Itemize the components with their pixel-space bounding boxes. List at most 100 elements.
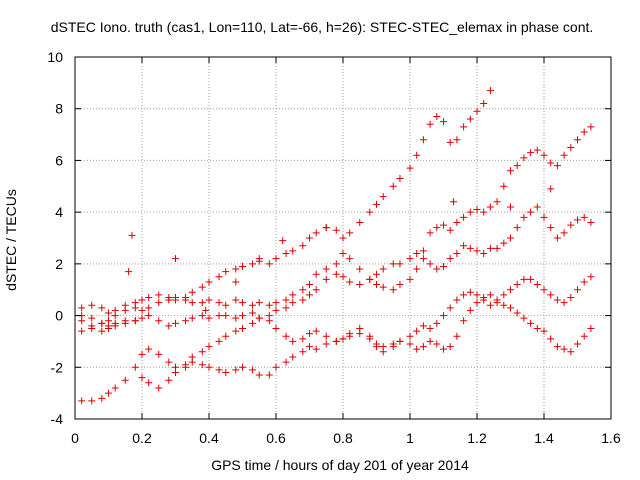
data-point — [145, 345, 153, 353]
data-point — [553, 162, 561, 170]
data-point — [272, 255, 280, 263]
data-point — [356, 325, 364, 332]
data-point — [282, 304, 290, 312]
data-point — [232, 327, 240, 335]
data-point — [205, 278, 213, 286]
y-axis-label: dSTEC / TECUs — [3, 189, 19, 291]
data-point — [446, 138, 454, 146]
data-point — [440, 345, 447, 353]
data-point — [560, 299, 568, 307]
data-point — [155, 384, 163, 392]
data-point — [493, 244, 501, 252]
data-point — [486, 203, 494, 211]
data-point — [299, 335, 307, 343]
data-point — [249, 301, 257, 309]
data-point — [232, 366, 240, 374]
data-point — [520, 213, 528, 221]
data-point — [289, 247, 297, 255]
data-point — [198, 348, 206, 356]
data-point — [460, 242, 468, 250]
data-point — [121, 306, 129, 314]
data-point — [299, 242, 307, 250]
data-point — [322, 224, 330, 232]
data-point — [500, 291, 508, 299]
data-point — [486, 291, 494, 299]
data-point — [188, 288, 196, 296]
data-point — [138, 296, 146, 304]
data-point — [98, 394, 106, 402]
data-point — [366, 332, 374, 340]
data-point — [513, 281, 521, 289]
x-axis-label: GPS time / hours of day 201 of year 2014 — [211, 457, 469, 473]
data-point — [413, 345, 421, 353]
y-tick-label: 4 — [55, 204, 63, 220]
data-point — [312, 286, 320, 294]
data-point — [172, 319, 179, 327]
data-point — [272, 325, 280, 332]
data-point — [389, 182, 397, 190]
data-point — [426, 337, 434, 345]
data-point — [500, 182, 508, 190]
y-tick-label: 8 — [55, 101, 63, 117]
data-point — [282, 250, 290, 258]
data-point — [446, 226, 454, 234]
data-point — [493, 296, 501, 304]
data-point — [98, 304, 106, 312]
data-point — [165, 376, 173, 384]
data-point — [453, 296, 461, 304]
data-point — [547, 335, 555, 343]
y-tick-label: 2 — [55, 256, 63, 272]
data-point — [433, 340, 441, 348]
data-point — [426, 120, 434, 128]
axis-ticks: 0 0.2 0.4 0.6 0.8 1 1.2 1.4 1.6 -4 -2 0 2 4 6 8 10 — [47, 49, 621, 446]
data-point — [547, 159, 555, 167]
data-point — [560, 151, 568, 159]
data-point — [547, 185, 555, 193]
data-point — [182, 296, 190, 304]
data-point — [165, 296, 173, 304]
data-point — [567, 221, 575, 229]
data-point — [553, 296, 561, 304]
y-tick-label: -2 — [51, 359, 64, 375]
data-point — [322, 332, 330, 340]
data-point — [574, 286, 581, 294]
data-point — [396, 337, 404, 345]
data-point — [138, 306, 146, 314]
data-point — [533, 281, 541, 289]
data-point — [433, 319, 441, 327]
data-point — [346, 278, 354, 286]
data-point — [413, 151, 421, 159]
data-point — [306, 330, 313, 338]
data-point — [289, 299, 297, 307]
data-point — [580, 213, 588, 221]
data-point — [426, 260, 434, 268]
data-point — [155, 317, 163, 325]
data-point — [473, 299, 481, 307]
data-point — [419, 322, 427, 330]
data-point — [78, 304, 86, 312]
data-point — [202, 306, 210, 314]
x-tick-label: 0.8 — [333, 430, 353, 446]
data-point — [265, 301, 273, 309]
data-point — [396, 281, 404, 289]
data-points — [78, 87, 595, 405]
grid-layer — [75, 57, 611, 419]
data-point — [182, 363, 190, 371]
data-point — [88, 397, 96, 405]
data-point — [205, 343, 213, 351]
data-point — [500, 301, 508, 309]
data-point — [406, 255, 414, 263]
data-point — [366, 275, 374, 283]
data-point — [507, 167, 514, 175]
x-tick-label: 1.2 — [467, 430, 487, 446]
data-point — [513, 224, 521, 232]
data-point — [346, 330, 354, 338]
data-point — [379, 283, 387, 291]
data-point — [332, 260, 340, 268]
data-point — [205, 363, 213, 371]
data-point — [339, 335, 347, 343]
data-point — [339, 273, 347, 281]
data-point — [145, 293, 153, 301]
data-point — [379, 348, 387, 356]
data-point — [356, 218, 364, 226]
